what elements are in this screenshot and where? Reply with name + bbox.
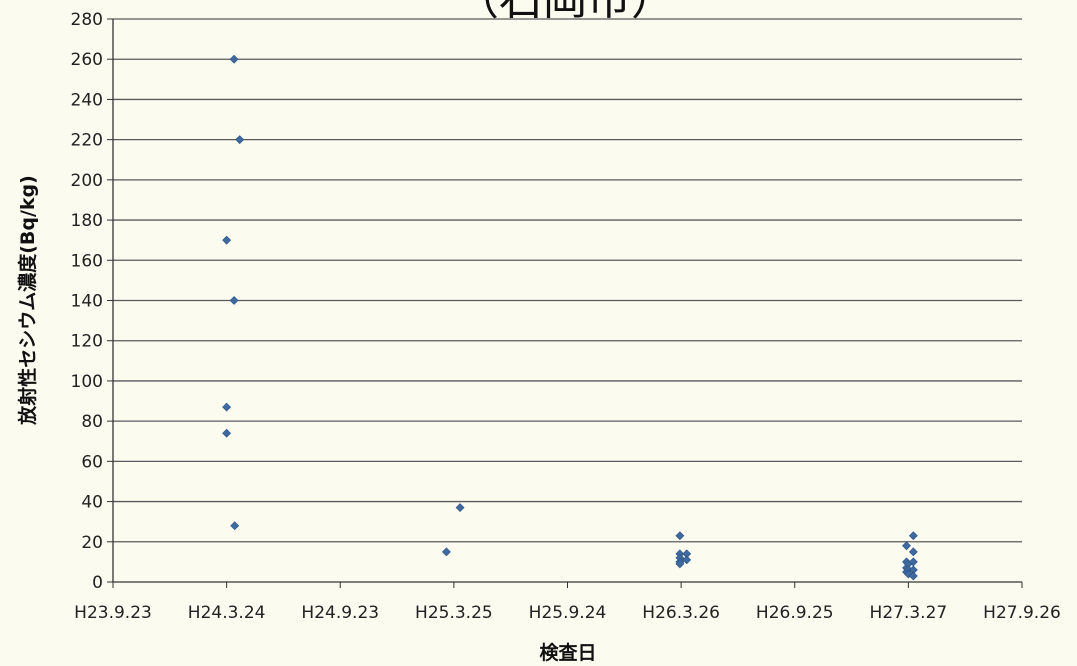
y-tick-label: 240 [71, 90, 103, 110]
chart-title: （石岡市） [455, 0, 675, 25]
x-tick-labels: H23.9.23 H24.3.24 H24.9.23 H25.3.25 H25.9.24… [74, 582, 1061, 623]
x-tick-label: H26.9.25 [756, 603, 834, 623]
data-point [229, 54, 239, 64]
y-tick-label: 80 [81, 412, 103, 432]
x-tick-label: H23.9.23 [74, 603, 152, 623]
y-tick-label: 60 [81, 452, 103, 472]
data-point [222, 428, 232, 438]
data-point [455, 503, 465, 513]
y-tick-label: 200 [71, 171, 103, 191]
data-point [682, 555, 692, 565]
y-tick-label: 220 [71, 131, 103, 151]
y-tick-label: 20 [81, 533, 103, 553]
y-tick-label: 260 [71, 50, 103, 70]
data-point [222, 402, 232, 412]
y-axis-title: 放射性セシウム濃度(Bq/kg) [16, 175, 39, 426]
x-tick-label: H25.3.25 [415, 603, 493, 623]
x-tick-label: H25.9.24 [529, 603, 607, 623]
x-axis-title: 検査日 [539, 641, 596, 664]
y-tick-label: 160 [71, 251, 103, 271]
y-tick-label: 140 [71, 292, 103, 312]
x-tick-label: H24.9.23 [301, 603, 379, 623]
data-point [675, 559, 685, 569]
y-tick-labels: 0 20 40 60 80 100 120 140 160 180 200 220 240 260 280 [71, 10, 113, 593]
y-tick-label: 40 [81, 493, 103, 513]
data-point [230, 521, 240, 531]
y-tick-label: 280 [71, 10, 103, 30]
y-tick-label: 100 [71, 372, 103, 392]
x-tick-label: H27.3.27 [870, 603, 948, 623]
data-point [908, 571, 918, 581]
data-point [902, 541, 911, 551]
data-points [222, 54, 918, 581]
data-point [229, 296, 239, 305]
data-point [441, 547, 451, 557]
y-tick-label: 180 [71, 211, 103, 231]
data-point [235, 135, 245, 145]
x-tick-label: H27.9.26 [983, 603, 1061, 623]
data-point [222, 235, 232, 245]
y-tick-label: 0 [92, 573, 103, 593]
data-point [908, 547, 918, 557]
x-tick-label: H26.3.26 [642, 603, 720, 623]
data-point [908, 531, 918, 541]
x-tick-label: H24.3.24 [188, 603, 266, 623]
y-tick-label: 120 [71, 332, 103, 352]
data-point [675, 531, 685, 541]
gridlines [113, 18, 1022, 543]
